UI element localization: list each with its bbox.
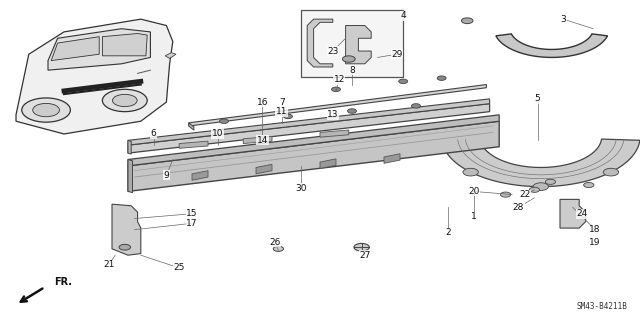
Text: 26: 26 bbox=[269, 238, 281, 247]
Polygon shape bbox=[165, 53, 176, 58]
Polygon shape bbox=[16, 19, 173, 134]
Circle shape bbox=[399, 79, 408, 84]
Text: 22: 22 bbox=[519, 190, 531, 199]
Text: 3: 3 bbox=[561, 15, 566, 24]
Bar bbox=[301, 10, 403, 77]
Text: 13: 13 bbox=[327, 110, 339, 119]
Polygon shape bbox=[128, 99, 490, 145]
Text: 23: 23 bbox=[327, 47, 339, 56]
Circle shape bbox=[332, 87, 340, 92]
Text: 4: 4 bbox=[401, 11, 406, 20]
Text: 29: 29 bbox=[391, 50, 403, 59]
Circle shape bbox=[529, 187, 540, 192]
Polygon shape bbox=[189, 85, 486, 126]
Polygon shape bbox=[189, 123, 194, 130]
Text: 16: 16 bbox=[257, 98, 268, 107]
Circle shape bbox=[273, 246, 284, 251]
Text: 19: 19 bbox=[589, 238, 601, 247]
Circle shape bbox=[463, 168, 478, 176]
Polygon shape bbox=[128, 140, 131, 154]
Text: 11: 11 bbox=[276, 107, 287, 116]
Circle shape bbox=[284, 114, 292, 119]
Circle shape bbox=[102, 89, 147, 112]
Circle shape bbox=[604, 168, 619, 176]
Polygon shape bbox=[102, 33, 147, 56]
Text: 21: 21 bbox=[103, 260, 115, 269]
Text: 7: 7 bbox=[279, 98, 284, 107]
Circle shape bbox=[437, 76, 446, 80]
Text: 25: 25 bbox=[173, 263, 185, 272]
Text: 28: 28 bbox=[513, 203, 524, 212]
Text: FR.: FR. bbox=[54, 277, 72, 287]
Polygon shape bbox=[112, 204, 141, 255]
Polygon shape bbox=[48, 29, 150, 70]
Circle shape bbox=[412, 104, 420, 108]
Text: 24: 24 bbox=[577, 209, 588, 218]
Polygon shape bbox=[128, 160, 132, 193]
Circle shape bbox=[220, 119, 228, 123]
Circle shape bbox=[113, 94, 137, 107]
Circle shape bbox=[33, 103, 60, 117]
Circle shape bbox=[22, 98, 70, 122]
Polygon shape bbox=[128, 104, 490, 153]
Text: 10: 10 bbox=[212, 130, 223, 138]
Polygon shape bbox=[128, 121, 499, 191]
Circle shape bbox=[119, 244, 131, 250]
Text: 6: 6 bbox=[151, 130, 156, 138]
Circle shape bbox=[461, 18, 473, 24]
Text: 20: 20 bbox=[468, 187, 479, 196]
Polygon shape bbox=[179, 141, 208, 148]
Circle shape bbox=[533, 183, 548, 190]
Polygon shape bbox=[307, 19, 333, 67]
Circle shape bbox=[348, 109, 356, 113]
Polygon shape bbox=[560, 199, 586, 228]
Polygon shape bbox=[128, 115, 499, 166]
Text: 5: 5 bbox=[535, 94, 540, 103]
Circle shape bbox=[342, 56, 355, 62]
Circle shape bbox=[500, 192, 511, 197]
Polygon shape bbox=[243, 137, 272, 144]
Text: 12: 12 bbox=[333, 75, 345, 84]
Text: 2: 2 bbox=[445, 228, 451, 237]
Text: 1: 1 bbox=[471, 212, 476, 221]
Circle shape bbox=[354, 243, 369, 251]
Polygon shape bbox=[192, 171, 208, 180]
Polygon shape bbox=[496, 34, 607, 57]
Polygon shape bbox=[320, 159, 336, 168]
Text: 18: 18 bbox=[589, 225, 601, 234]
Text: 15: 15 bbox=[186, 209, 198, 218]
Text: 27: 27 bbox=[359, 251, 371, 260]
Text: 9: 9 bbox=[164, 171, 169, 180]
Polygon shape bbox=[384, 154, 400, 163]
Text: 14: 14 bbox=[257, 136, 268, 145]
Text: 8: 8 bbox=[349, 66, 355, 75]
Circle shape bbox=[545, 179, 556, 184]
Text: 17: 17 bbox=[186, 219, 198, 228]
Circle shape bbox=[584, 182, 594, 188]
Polygon shape bbox=[346, 26, 371, 64]
Polygon shape bbox=[442, 139, 640, 187]
Text: 30: 30 bbox=[295, 184, 307, 193]
Text: SM43-B4211B: SM43-B4211B bbox=[577, 302, 627, 311]
Polygon shape bbox=[51, 37, 99, 61]
Polygon shape bbox=[256, 164, 272, 174]
Polygon shape bbox=[320, 130, 349, 137]
